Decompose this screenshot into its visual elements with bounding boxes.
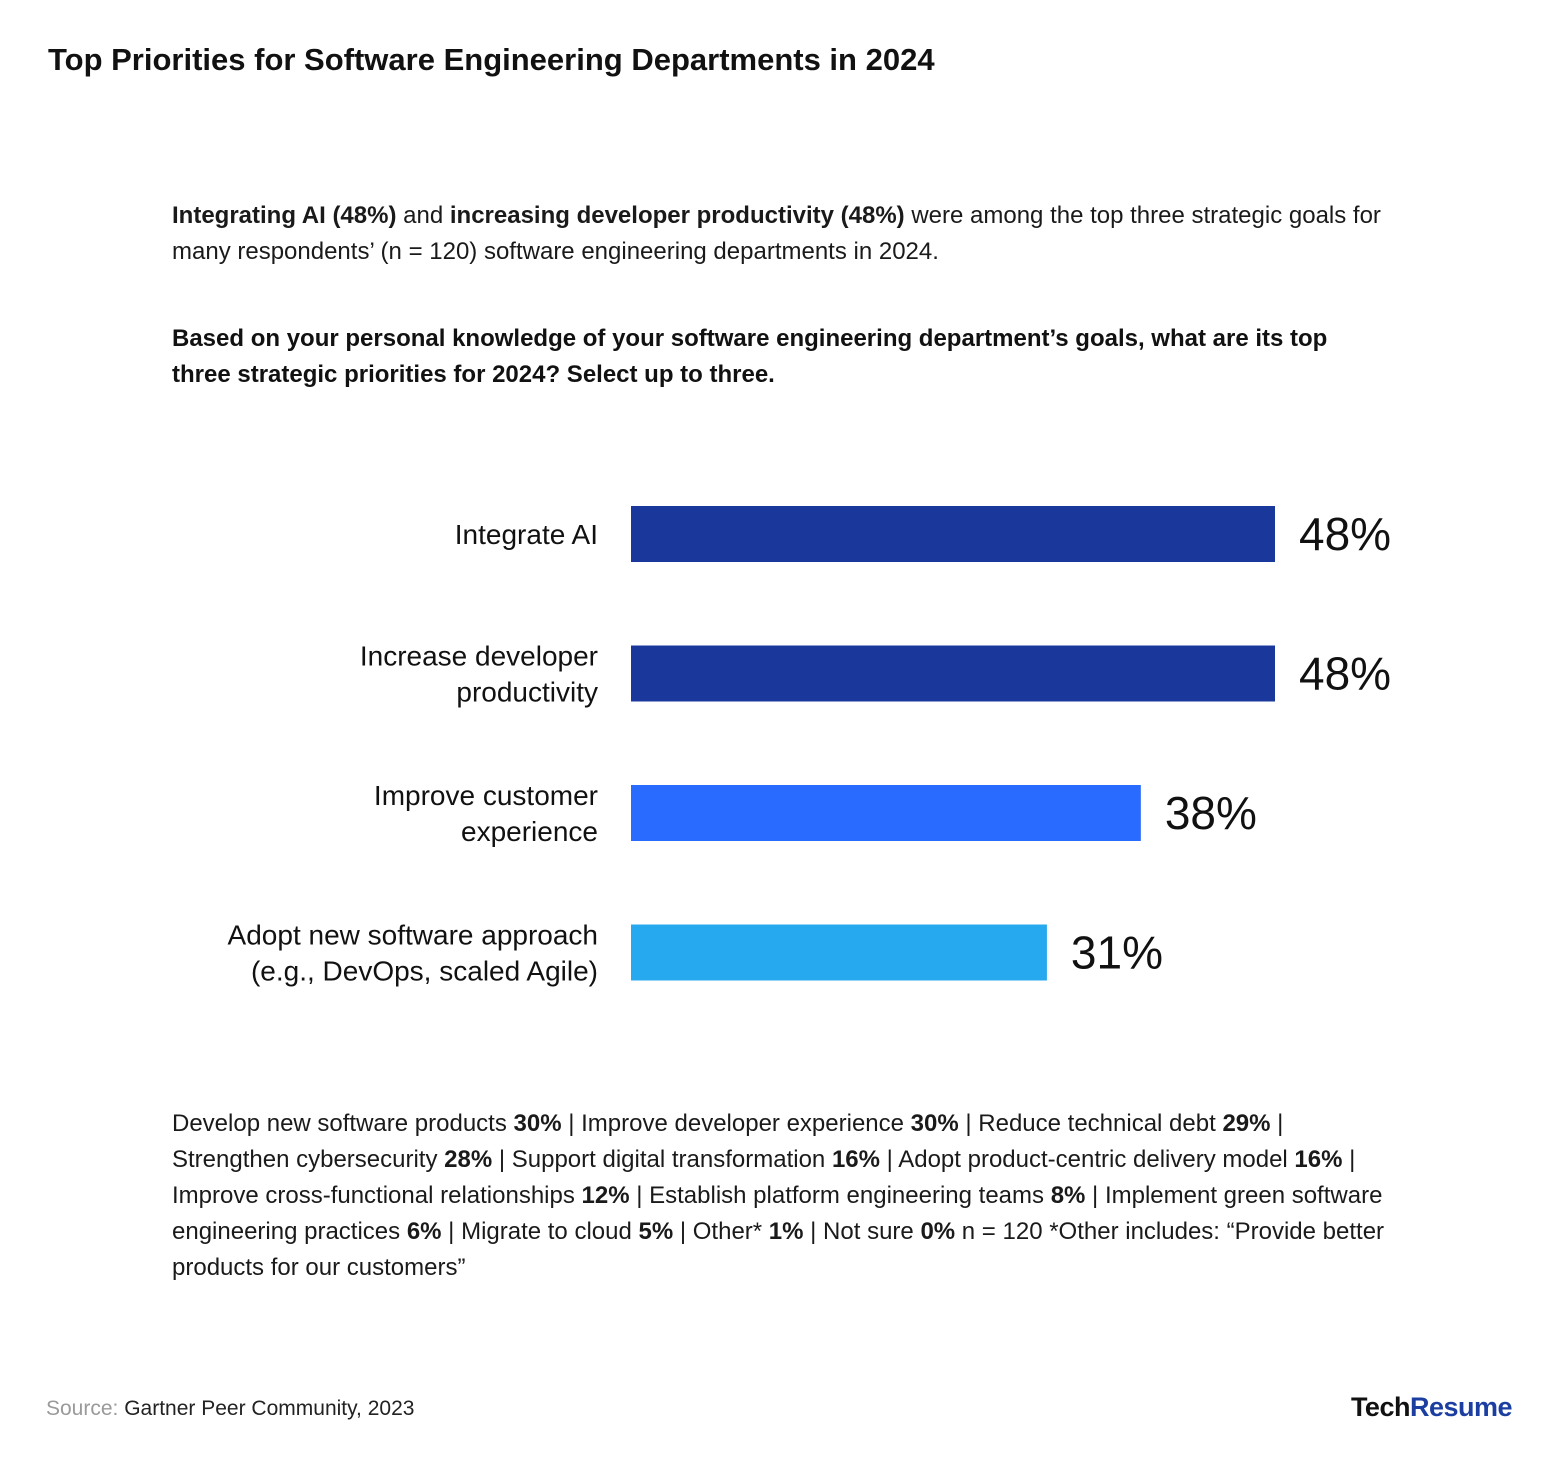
other-priority-label: | Other* bbox=[673, 1218, 769, 1245]
category-label: (e.g., DevOps, scaled Agile) bbox=[251, 956, 598, 987]
other-priority-value: 0% bbox=[920, 1218, 956, 1245]
source-text: Gartner Peer Community, 2023 bbox=[118, 1397, 415, 1420]
other-priority-label: | Establish platform engineering teams bbox=[629, 1182, 1051, 1209]
bar-value-label: 48% bbox=[1299, 648, 1391, 700]
other-priority-value: 8% bbox=[1050, 1182, 1086, 1209]
other-priority-label: | Implement green software engineering p… bbox=[172, 1182, 1383, 1245]
bar-value-label: 48% bbox=[1299, 508, 1391, 560]
bar-4 bbox=[631, 924, 1047, 981]
other-priority-label: | Not sure bbox=[803, 1218, 921, 1245]
other-priority-value: 30% bbox=[910, 1110, 959, 1137]
bar-2 bbox=[631, 645, 1275, 702]
survey-question: Based on your personal knowledge of your… bbox=[172, 325, 1328, 388]
source-note: Source: Gartner Peer Community, 2023 bbox=[46, 1395, 414, 1423]
other-priority-value: 16% bbox=[1294, 1146, 1343, 1173]
page-title: Top Priorities for Software Engineering … bbox=[48, 42, 935, 77]
bar-3 bbox=[631, 785, 1141, 841]
logo-part-tech: Tech bbox=[1350, 1392, 1411, 1422]
intro-highlight-productivity: increasing developer productivity (48%) bbox=[449, 202, 905, 229]
other-priority-label: | Strengthen cybersecurity bbox=[172, 1110, 1284, 1173]
other-priority-value: 12% bbox=[581, 1182, 630, 1209]
other-priority-label: | Support digital transformation bbox=[492, 1146, 832, 1173]
other-priority-label: | Migrate to cloud bbox=[441, 1218, 639, 1245]
other-priority-value: 16% bbox=[831, 1146, 880, 1173]
intro-text: Integrating AI (48%) and increasing deve… bbox=[172, 198, 1432, 270]
other-priority-value: 5% bbox=[638, 1218, 674, 1245]
category-label: Increase developer bbox=[360, 641, 598, 672]
intro-highlight-ai: Integrating AI (48%) bbox=[172, 202, 397, 229]
bar-value-label: 31% bbox=[1071, 927, 1163, 979]
bar-1 bbox=[631, 506, 1275, 562]
category-label: Adopt new software approach bbox=[228, 920, 598, 951]
techresume-logo: TechResume bbox=[1350, 1390, 1513, 1424]
other-priority-label: | Improve cross-functional relationships bbox=[172, 1146, 1356, 1209]
logo-part-resume: Resume bbox=[1409, 1392, 1513, 1422]
category-label: Improve customer bbox=[374, 780, 598, 811]
other-priority-label: | Reduce technical debt bbox=[958, 1110, 1223, 1137]
intro-connector: and bbox=[396, 202, 450, 229]
other-priority-value: 1% bbox=[768, 1218, 804, 1245]
other-priority-label: | Improve developer experience bbox=[561, 1110, 911, 1137]
other-priority-label: n = 120 *Other includes: “Provide better… bbox=[172, 1218, 1385, 1281]
other-priority-value: 29% bbox=[1222, 1110, 1271, 1137]
other-priority-value: 28% bbox=[444, 1146, 493, 1173]
source-label: Source: bbox=[46, 1397, 119, 1420]
other-priority-label: Develop new software products bbox=[172, 1110, 514, 1137]
other-priority-value: 6% bbox=[406, 1218, 442, 1245]
intro-rest: were among the top three strategic goals… bbox=[172, 202, 1381, 265]
category-label: productivity bbox=[456, 677, 598, 708]
other-priorities-text: Develop new software products 30% | Impr… bbox=[172, 1106, 1402, 1286]
other-priority-value: 30% bbox=[513, 1110, 562, 1137]
category-label: experience bbox=[461, 816, 598, 847]
other-priority-label: | Adopt product-centric delivery model bbox=[879, 1146, 1295, 1173]
category-label: Integrate AI bbox=[455, 519, 598, 550]
bar-value-label: 38% bbox=[1165, 787, 1257, 839]
